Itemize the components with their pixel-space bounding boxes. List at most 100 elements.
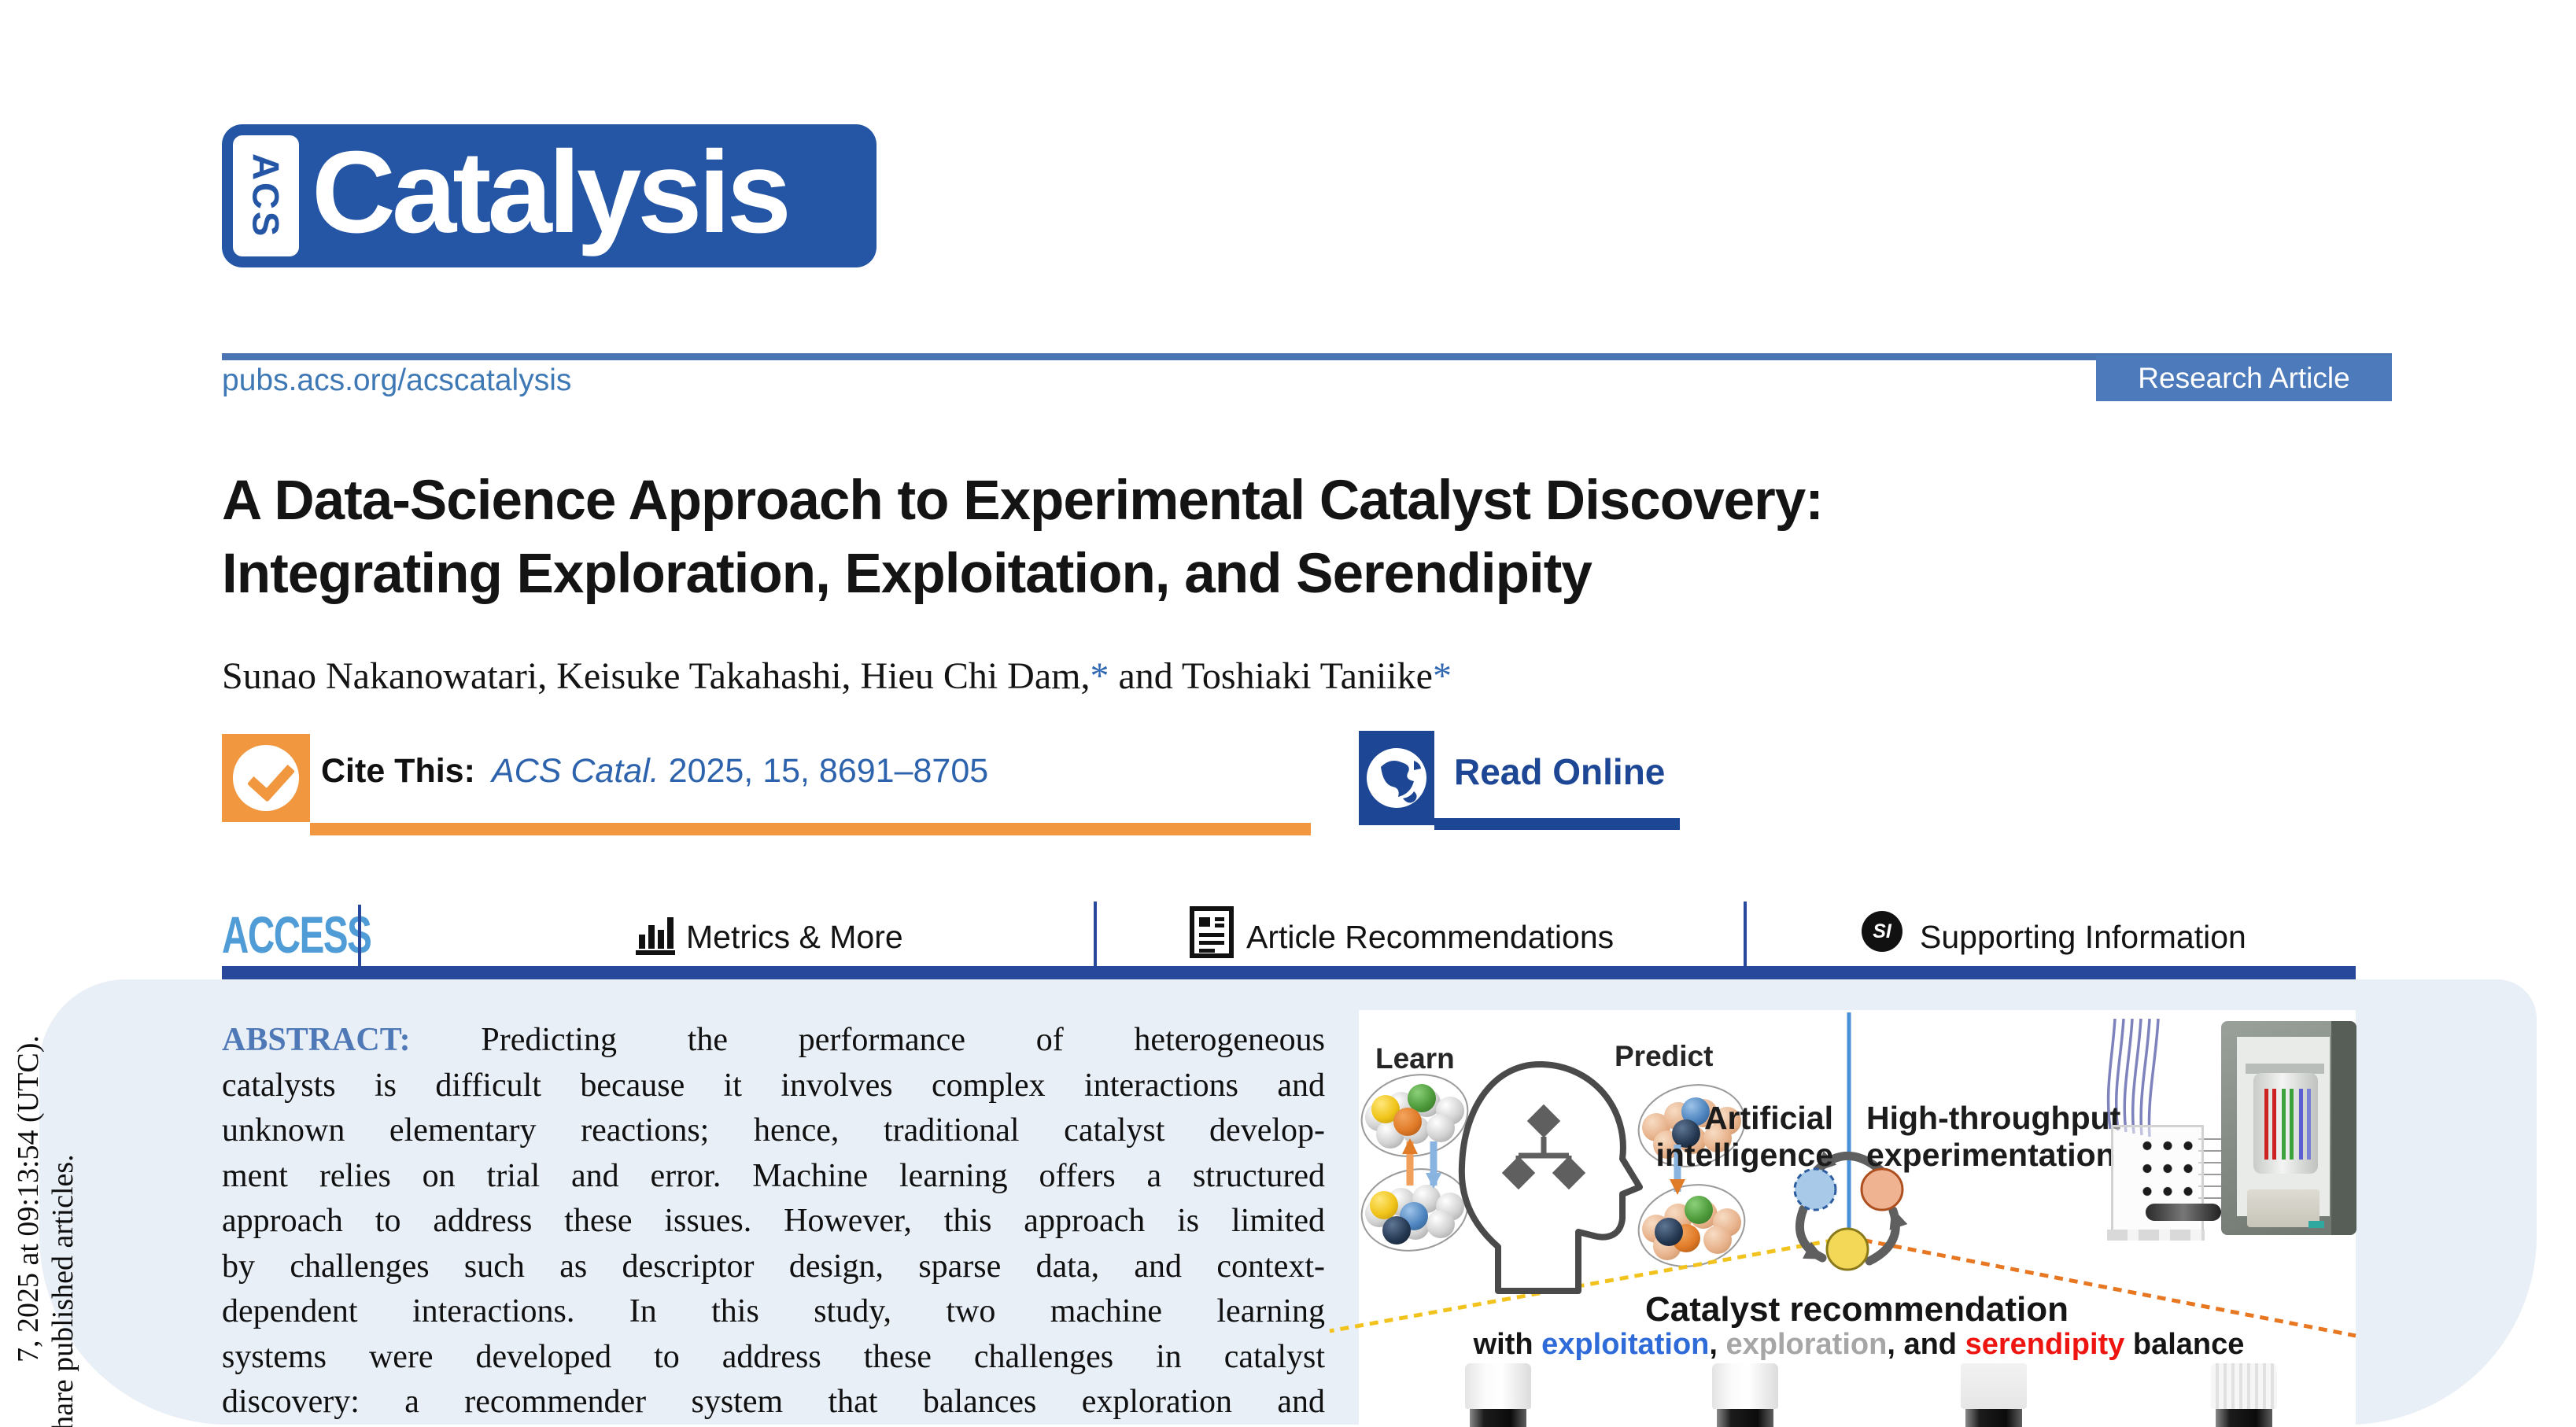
authors-main: Sunao Nakanowatari, Keisuke Takahashi, H… — [222, 655, 1091, 697]
read-online-label[interactable]: Read Online — [1454, 751, 1666, 792]
catalyst-cluster — [1640, 1189, 1743, 1265]
high-throughput-label: High-throughput experimentation — [1866, 1100, 2134, 1174]
article-recommendations-link[interactable]: Article Recommendations — [1246, 919, 1615, 955]
cycle-arrow — [1813, 1151, 1890, 1179]
vial-body — [2216, 1409, 2272, 1427]
graphical-abstract-vectors — [1329, 1012, 2356, 1338]
abstract-text: ABSTRACT: Predicting the performance of … — [222, 1018, 1325, 1425]
abstract-line: by challenges such as descriptor design,… — [222, 1248, 1325, 1285]
serendipity-word: serendipity — [1965, 1328, 2125, 1361]
catalyst-cluster — [1364, 1174, 1466, 1249]
journal-abbrev: ACS Catal. — [492, 752, 659, 790]
balance-text: , and — [1887, 1328, 1965, 1361]
corresponding-author-asterisk[interactable]: * — [1090, 655, 1109, 697]
section-rule — [222, 966, 2356, 979]
cycle-arrow — [1865, 1206, 1908, 1266]
ai-node — [1793, 1167, 1837, 1211]
header-rule — [222, 353, 2392, 360]
title-line-1: A Data-Science Approach to Experimental … — [222, 470, 1824, 532]
download-watermark-line2: y share published articles. — [46, 1154, 79, 1427]
abstract-line: catalysts is difficult because it involv… — [222, 1067, 1325, 1104]
check-circle-icon — [233, 745, 299, 811]
access-divider — [1744, 902, 1747, 974]
vial-body — [1470, 1409, 1526, 1427]
title-line-2: Integrating Exploration, Exploitation, a… — [222, 543, 1592, 605]
ai-label-line2: intelligence — [1655, 1137, 1833, 1173]
abstract-line: ABSTRACT: Predicting the performance of … — [222, 1018, 1325, 1064]
download-watermark-line1: 7, 2025 at 09:13:54 (UTC). — [12, 1035, 45, 1362]
authors-rest: and Toshiaki Taniike — [1109, 655, 1433, 697]
corresponding-author-asterisk[interactable]: * — [1432, 655, 1452, 697]
catalyst-cluster — [1364, 1079, 1466, 1155]
abstract-line-text: Predicting the performance of heterogene… — [481, 1022, 1325, 1058]
catalyst-cluster — [1640, 1090, 1743, 1165]
metrics-and-more-link[interactable]: Metrics & More — [686, 919, 903, 955]
article-recommendations-icon — [1190, 906, 1234, 958]
vial-cap — [1712, 1363, 1778, 1409]
citation-details: 2025, 15, 8691–8705 — [659, 752, 989, 790]
journal-url-link[interactable]: pubs.acs.org/acscatalysis — [222, 363, 572, 397]
journal-name: Catalysis — [312, 127, 792, 257]
rack-base — [2107, 1230, 2205, 1241]
vial-body — [1717, 1409, 1773, 1427]
author-list: Sunao Nakanowatari, Keisuke Takahashi, H… — [222, 655, 1452, 698]
valve-array — [2137, 1134, 2200, 1204]
supporting-information-link[interactable]: Supporting Information — [1920, 919, 2246, 955]
access-divider — [1094, 902, 1097, 974]
learn-label: Learn — [1375, 1042, 1455, 1075]
abstract-line: approach to address these issues. Howeve… — [222, 1203, 1325, 1239]
balance-text: with — [1473, 1328, 1542, 1361]
abstract-line: discovery: a recommender system that bal… — [222, 1384, 1325, 1420]
research-article-badge: Research Article — [2096, 356, 2392, 401]
supporting-information-icon: SI — [1862, 911, 1902, 952]
exploration-word: exploration — [1725, 1328, 1888, 1361]
access-label[interactable]: ACCESS — [222, 905, 372, 964]
hte-label-line1: High-throughput — [1866, 1100, 2121, 1136]
abstract-line: ment relies on trial and error. Machine … — [222, 1157, 1325, 1194]
read-online-icon-box[interactable] — [1359, 731, 1434, 825]
recommendation-node — [1825, 1227, 1869, 1271]
abstract-line: systems were developed to address these … — [222, 1338, 1325, 1375]
cite-this-label: Cite This: — [321, 752, 475, 790]
cite-underline-bar — [310, 823, 1311, 835]
acs-vertical-text: ACS — [245, 153, 287, 239]
globe-icon — [1367, 748, 1426, 808]
cycle-arrow — [1795, 1204, 1827, 1263]
read-online-underline-bar — [1434, 818, 1680, 830]
vial-cap — [1961, 1363, 2027, 1409]
check-icon — [246, 753, 296, 802]
vial-cap — [1465, 1363, 1531, 1409]
reactor-tube — [2282, 1089, 2286, 1160]
reactor-flange — [2246, 1064, 2324, 1074]
predict-label: Predict — [1615, 1040, 1714, 1072]
orange-dashed-line — [1848, 1235, 2356, 1338]
reactor-tube — [2299, 1089, 2303, 1160]
sample-vial-photo — [1712, 1363, 1778, 1427]
cite-this-icon-box — [222, 734, 310, 822]
hte-node — [1860, 1167, 1904, 1211]
yellow-dashed-line — [1329, 1235, 1850, 1333]
article-title: A Data-Science Approach to Experimental … — [222, 464, 2393, 610]
acs-logo-box: ACS — [233, 135, 299, 256]
reactor-tube — [2272, 1089, 2276, 1160]
vial-body — [1965, 1409, 2022, 1427]
cabinet-frame — [2331, 1021, 2356, 1235]
pump-cylinder — [2146, 1204, 2221, 1221]
exploitation-word: exploitation — [1541, 1328, 1710, 1361]
reactor-tube — [2290, 1089, 2294, 1160]
reactor-tube — [2307, 1089, 2311, 1160]
balance-caption: with exploitation, exploration, and sere… — [1408, 1328, 2309, 1362]
abstract-line: unknown elementary reactions; hence, tra… — [222, 1112, 1325, 1149]
access-divider — [358, 905, 361, 972]
head-silhouette-icon — [1458, 1060, 1643, 1294]
acs-catalysis-logo: ACS Catalysis — [222, 124, 877, 267]
catalyst-recommendation-label: Catalyst recommendation — [1645, 1290, 2069, 1329]
balance-text: , — [1709, 1328, 1726, 1361]
sample-vial-photo — [1961, 1363, 2027, 1427]
citation-text: ACS Catal. 2025, 15, 8691–8705 — [492, 752, 988, 791]
cabinet-accent — [2308, 1221, 2324, 1228]
decision-tree-icon — [1515, 1137, 1572, 1165]
bar-chart-icon — [636, 917, 675, 955]
balance-text: balance — [2124, 1328, 2245, 1361]
